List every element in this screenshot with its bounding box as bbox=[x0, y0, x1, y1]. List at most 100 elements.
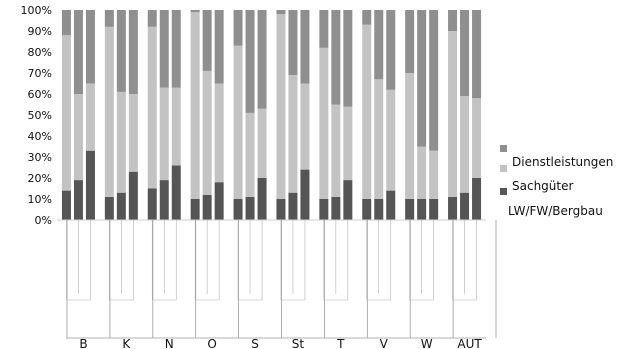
y-tick-label: 70% bbox=[28, 67, 52, 80]
bar-segment bbox=[85, 83, 95, 151]
bar-segment bbox=[245, 10, 255, 113]
bar-segment bbox=[288, 192, 298, 220]
bar-segment bbox=[300, 83, 310, 170]
bar-segment bbox=[257, 178, 267, 220]
bar-segment bbox=[202, 10, 212, 71]
bar-segment bbox=[448, 31, 458, 197]
bar-segment bbox=[214, 83, 224, 183]
legend-swatch bbox=[500, 165, 507, 172]
bar-segment bbox=[460, 192, 470, 220]
bar-segment bbox=[159, 10, 169, 88]
bar-segment bbox=[128, 10, 138, 94]
bar-segment bbox=[288, 75, 298, 193]
bar-segment bbox=[331, 104, 341, 197]
y-tick-label: 90% bbox=[28, 25, 52, 38]
bar-segment bbox=[190, 199, 200, 220]
y-tick-label: 80% bbox=[28, 46, 52, 59]
bar-segment bbox=[429, 199, 439, 220]
bar-segment bbox=[343, 10, 353, 107]
bar-segment bbox=[257, 108, 267, 178]
bar-segment bbox=[233, 10, 243, 46]
bar-segment bbox=[128, 171, 138, 220]
bar-segment bbox=[73, 180, 83, 220]
bar-segment bbox=[171, 165, 181, 220]
bar-segment bbox=[116, 91, 126, 193]
bar-segment bbox=[147, 10, 157, 27]
bar-segment bbox=[362, 24, 372, 200]
bar-segment bbox=[405, 199, 415, 220]
bar-segment bbox=[171, 87, 181, 166]
bar-segment bbox=[448, 10, 458, 31]
bar-segment bbox=[472, 98, 482, 178]
y-tick-label: 50% bbox=[28, 109, 52, 122]
bar-segment bbox=[472, 10, 482, 99]
bar-segment bbox=[276, 199, 286, 220]
legend-label: Dienstleistungen bbox=[512, 155, 613, 169]
bar-segment bbox=[116, 192, 126, 220]
bar-segment bbox=[343, 106, 353, 181]
bar-segment bbox=[116, 10, 126, 92]
bar-segment bbox=[276, 14, 286, 200]
bar-segment bbox=[300, 169, 310, 220]
bar-segment bbox=[319, 10, 329, 48]
bar-segment bbox=[85, 10, 95, 84]
bar-segment bbox=[374, 199, 384, 220]
bar-segment bbox=[288, 10, 298, 76]
bar-segment bbox=[61, 35, 71, 191]
category-label: K bbox=[122, 337, 131, 349]
bar-segment bbox=[405, 73, 415, 199]
bar-segment bbox=[362, 10, 372, 25]
bar-segment bbox=[73, 10, 83, 94]
category-label: B bbox=[79, 337, 87, 349]
bar-segment bbox=[362, 199, 372, 220]
category-label: O bbox=[207, 337, 216, 349]
y-tick-label: 20% bbox=[28, 172, 52, 185]
y-tick-label: 40% bbox=[28, 130, 52, 143]
bar-segment bbox=[190, 10, 200, 13]
bar-segment bbox=[214, 182, 224, 220]
bar-segment bbox=[233, 199, 243, 220]
bar-segment bbox=[245, 196, 255, 220]
category-label: St bbox=[292, 337, 305, 349]
bar-segment bbox=[319, 47, 329, 199]
bar-segment bbox=[319, 199, 329, 220]
bar-segment bbox=[104, 196, 114, 220]
y-tick-label: 10% bbox=[28, 193, 52, 206]
category-label: T bbox=[336, 337, 345, 349]
bar-segment bbox=[448, 196, 458, 220]
bar-segment bbox=[202, 70, 212, 195]
legend-label: Sachgüter bbox=[512, 179, 573, 193]
category-label: S bbox=[251, 337, 259, 349]
category-label: AUT bbox=[457, 337, 482, 349]
bar-segment bbox=[257, 10, 267, 109]
bar-segment bbox=[147, 188, 157, 220]
bar-segment bbox=[85, 150, 95, 220]
bar-segment bbox=[429, 10, 439, 151]
y-tick-label: 60% bbox=[28, 88, 52, 101]
category-label: V bbox=[380, 337, 389, 349]
bar-segment bbox=[128, 94, 138, 172]
category-label: W bbox=[421, 337, 433, 349]
y-tick-label: 100% bbox=[21, 4, 52, 17]
legend-swatch bbox=[500, 188, 507, 195]
bar-segment bbox=[61, 10, 71, 36]
bar-segment bbox=[472, 178, 482, 220]
bar-segment bbox=[386, 89, 396, 191]
bar-segment bbox=[405, 10, 415, 73]
bar-segment bbox=[460, 10, 470, 97]
bar-segment bbox=[417, 199, 427, 220]
bar-segment bbox=[159, 87, 169, 181]
bar-segment bbox=[276, 10, 286, 15]
bar-segment bbox=[386, 190, 396, 220]
bar-segment bbox=[331, 10, 341, 105]
legend-swatch bbox=[500, 145, 507, 152]
bar-segment bbox=[202, 194, 212, 220]
bar-segment bbox=[245, 112, 255, 197]
bar-segment bbox=[61, 190, 71, 220]
bar-segment bbox=[104, 10, 114, 27]
y-tick-label: 0% bbox=[35, 214, 52, 227]
bar-segment bbox=[233, 45, 243, 200]
bar-segment bbox=[386, 10, 396, 90]
bar-segment bbox=[147, 26, 157, 189]
